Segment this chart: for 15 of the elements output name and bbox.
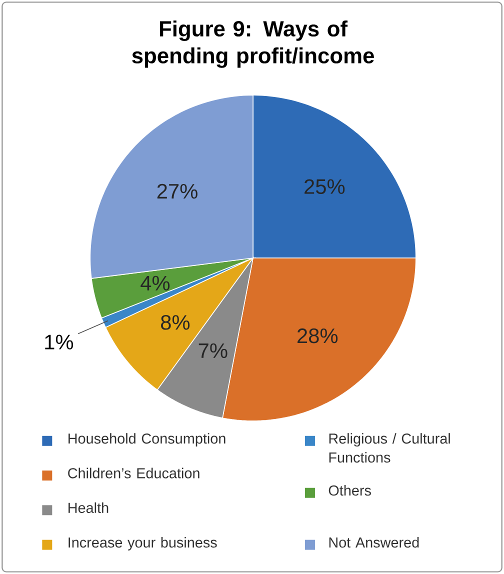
legend-label: Not Answered (329, 537, 419, 548)
legend-label: Household Consumption (68, 433, 226, 447)
chart-title: Figure 9: Ways of spending profit/income (132, 20, 374, 68)
data-label: 25% (304, 179, 345, 194)
legend-label: Health (68, 502, 108, 513)
data-label: 7% (198, 343, 228, 358)
data-label: 1% (45, 334, 74, 350)
data-label: 4% (140, 276, 170, 290)
data-label: 27% (157, 184, 198, 199)
legend-label: Increase your business (68, 537, 217, 550)
legend-label: Religious / Cultural Functions (329, 433, 450, 463)
legend-label: Children’s Education (68, 468, 200, 478)
data-label: 8% (160, 314, 190, 330)
data-label: 28% (298, 328, 338, 344)
legend-label: Others (328, 485, 371, 496)
